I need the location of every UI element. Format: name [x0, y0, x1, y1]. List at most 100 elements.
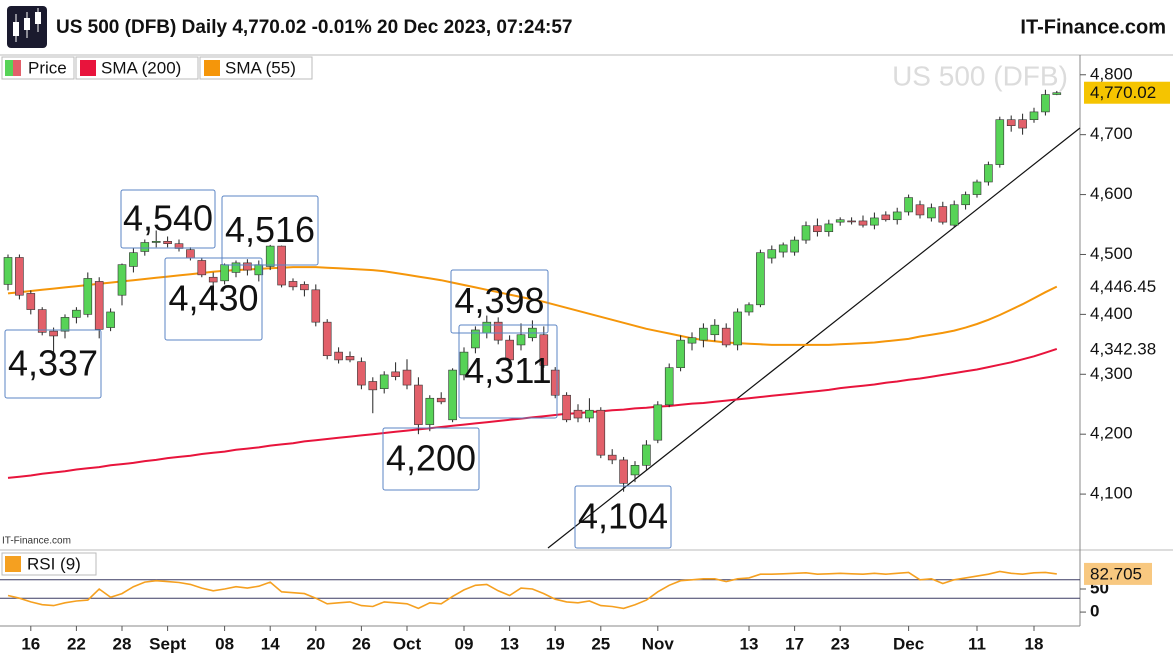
candle-body: [824, 223, 834, 233]
legend-label: RSI (9): [27, 554, 81, 573]
series-line: [7, 347, 1058, 479]
candle-body: [938, 206, 948, 223]
y-tick-label: 4,400: [1090, 304, 1133, 323]
candle-body: [505, 339, 514, 361]
candle-body: [516, 334, 526, 346]
candle-body: [334, 351, 343, 361]
candle-body: [607, 454, 617, 461]
candle-body: [3, 257, 13, 285]
candle-body: [1029, 111, 1039, 120]
legend-box: [75, 56, 199, 80]
y-tick-label: 0: [1090, 602, 1099, 621]
candle-body: [573, 409, 583, 419]
candle-body: [995, 119, 1005, 165]
legend-label: SMA (200): [101, 58, 181, 77]
candle-body: [1006, 119, 1016, 126]
legend-box: [1, 552, 97, 576]
candle-body: [345, 356, 355, 361]
value-label: 4,342.38: [1090, 339, 1156, 358]
candle-body: [927, 207, 936, 219]
candle-body: [801, 225, 811, 241]
candle-body: [357, 361, 366, 386]
x-tick-label: Dec: [893, 634, 924, 653]
candle-body: [197, 260, 207, 276]
candle-body: [710, 324, 720, 336]
candle-body: [744, 304, 754, 313]
x-tick-label: 20: [306, 634, 325, 653]
legend-swatch: [204, 60, 220, 76]
candle-body: [322, 321, 332, 357]
candle-body: [436, 397, 446, 403]
candle-body: [391, 371, 400, 377]
candle-body: [972, 181, 982, 195]
y-tick-label: 4,600: [1090, 184, 1133, 203]
legend-label: Price: [28, 58, 67, 77]
candle-body: [1018, 119, 1027, 129]
x-tick-label: 22: [67, 634, 86, 653]
candle-body: [425, 397, 435, 425]
candle-body: [493, 321, 503, 341]
annotation-box: [221, 195, 319, 266]
annotation-box: [382, 427, 480, 491]
x-tick-label: 14: [261, 634, 280, 653]
candle-body: [904, 197, 913, 213]
candle-body: [117, 264, 127, 296]
y-tick-label: 4,300: [1090, 364, 1133, 383]
candle-body: [265, 245, 275, 267]
candle-body: [721, 327, 731, 346]
annotation: 4,516: [225, 209, 315, 250]
candle-body: [881, 214, 891, 221]
candle-body: [733, 311, 742, 346]
icon-body: [35, 12, 41, 24]
series-line: [7, 266, 1058, 346]
x-tick-label: Oct: [393, 634, 422, 653]
x-tick-label: 13: [500, 634, 519, 653]
candle-body: [756, 252, 765, 306]
candle-body: [892, 211, 902, 221]
annotation: 4,430: [168, 278, 258, 319]
legend-swatch: [5, 60, 13, 76]
candle-body: [482, 321, 492, 334]
candle-body: [129, 252, 138, 267]
candle-body: [83, 278, 93, 315]
series-line: [7, 570, 1057, 610]
annotation-box: [574, 485, 672, 549]
annotation-box: [4, 329, 102, 399]
candle-body: [550, 369, 560, 396]
candle-body: [26, 293, 36, 310]
candle-body: [539, 334, 549, 366]
annotation: 4,398: [454, 280, 544, 321]
candle-body: [471, 329, 480, 349]
candle-body: [459, 351, 469, 376]
candle-body: [630, 465, 640, 476]
source: IT-Finance.com: [2, 536, 71, 547]
candle-body: [664, 367, 674, 406]
y-tick-label: 4,800: [1090, 64, 1133, 83]
watermark: US 500 (DFB): [892, 60, 1068, 91]
candle-body: [208, 276, 218, 283]
app-icon: [7, 6, 47, 48]
candle-body: [813, 225, 822, 233]
x-tick-label: 23: [831, 634, 850, 653]
legend-swatch: [13, 60, 21, 76]
candle-body: [311, 289, 321, 323]
annotation: 4,104: [578, 496, 668, 537]
candle-body: [106, 311, 115, 328]
candle-body: [676, 339, 685, 368]
candle-body: [767, 249, 777, 259]
x-tick-label: 16: [21, 634, 40, 653]
candle-body: [448, 369, 457, 421]
candle-body: [72, 309, 81, 318]
brand: IT-Finance.com: [1020, 16, 1166, 38]
candle-body: [653, 404, 663, 441]
candle-body: [835, 219, 845, 223]
candle-body: [562, 394, 571, 421]
annotation: 4,540: [123, 198, 213, 239]
value-label: 82.705: [1090, 564, 1142, 583]
x-tick-label: 11: [968, 634, 986, 653]
x-tick-label: 19: [546, 634, 565, 653]
candle-body: [687, 337, 697, 344]
candle-body: [163, 240, 172, 244]
